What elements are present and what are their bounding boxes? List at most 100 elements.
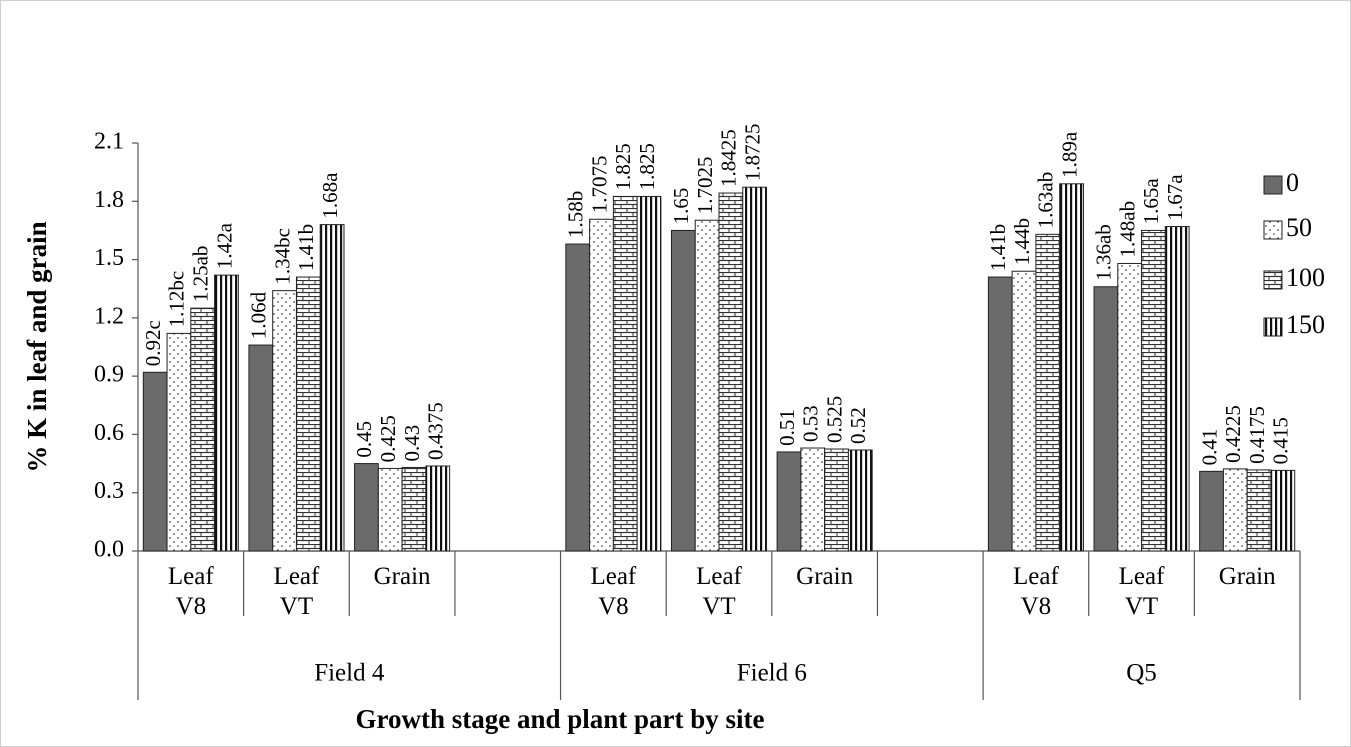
y-tick-label: 0.9 [94,362,124,388]
bar [1117,262,1143,552]
data-label: 0.4175 [1245,406,1269,464]
bar [248,344,274,552]
data-label: 1.44b [1010,218,1034,265]
group-label: Field 6 [737,660,807,687]
legend-swatch [1263,220,1283,240]
bar [166,332,192,552]
bar [776,451,802,552]
data-label: 1.63ab [1034,172,1058,229]
y-tick-label: 1.5 [94,245,124,271]
x-axis-title: Growth stage and plant part by site [355,704,764,734]
bar [1270,469,1296,552]
bar [987,276,1013,552]
y-tick-label: 1.8 [94,187,124,213]
y-tick-label: 0.3 [94,478,124,504]
bar [295,276,321,552]
data-label: 1.65 [669,188,693,225]
group-label: Field 4 [314,660,385,687]
data-label: 1.36ab [1092,224,1116,281]
data-label: 1.7075 [587,156,611,214]
bar [694,219,720,552]
bar [1141,229,1166,552]
bar [319,224,345,552]
bar [1059,183,1084,552]
bar [670,229,696,552]
data-label: 0.51 [775,409,799,446]
data-label: 0.45 [352,421,376,458]
bar [425,465,451,552]
bar [1222,468,1248,552]
data-label: 1.8725 [740,123,764,181]
x-tick-label: Leaf VT [696,563,742,620]
data-label: 1.34bc [270,228,294,285]
bar [214,274,239,552]
bar [636,195,662,552]
y-axis-title: % K in leaf and grain [22,221,52,472]
x-tick-label: Grain [1218,563,1276,590]
data-label: 1.41b [294,224,318,271]
data-label: 1.825 [635,143,659,190]
data-label: 1.12bc [165,271,189,328]
data-label: 1.42a [212,222,236,269]
data-label: 1.8425 [717,129,741,187]
data-label: 1.89a [1057,131,1081,178]
data-label: 1.41b [986,224,1010,271]
bar [1035,233,1061,552]
legend-swatch [1263,270,1283,290]
data-label: 0.425 [376,415,400,462]
data-label: 0.4225 [1221,405,1245,463]
y-tick-label: 0.6 [94,420,124,446]
x-tick-label: Leaf V8 [167,563,214,620]
data-label: 1.68a [318,172,342,219]
data-label: 0.41 [1197,429,1221,466]
bar [1199,470,1224,552]
x-tick-label: Grain [373,563,431,590]
data-label: 0.92c [141,320,165,366]
legend-swatch [1263,317,1283,337]
bar [1093,286,1119,552]
bar [1164,226,1190,552]
bar [272,290,297,552]
bar [847,449,873,552]
legend-swatch [1263,175,1283,195]
x-tick-label: Leaf VT [1118,563,1165,620]
bar [1246,469,1272,552]
bar [142,371,168,552]
data-label: 1.06d [247,291,271,339]
x-tick-label: Leaf V8 [590,563,637,620]
legend-label: 50 [1286,213,1312,242]
y-tick-label: 0.0 [94,537,124,563]
data-label: 0.525 [822,396,846,443]
data-label: 0.415 [1269,417,1293,464]
data-label: 1.67a [1163,174,1187,221]
data-label: 1.58b [564,191,588,238]
data-label: 1.825 [611,143,635,190]
data-label: 1.25ab [189,246,213,303]
data-label: 0.43 [400,425,424,462]
x-tick-label: Leaf V8 [1013,563,1059,620]
x-tick-label: Grain [796,563,854,590]
data-label: 1.48ab [1115,201,1139,258]
bar [354,463,379,552]
y-tick-label: 1.2 [94,303,124,329]
bar [377,467,403,552]
legend-label: 150 [1286,310,1325,339]
data-label: 1.7025 [693,156,717,214]
legend-label: 100 [1286,263,1325,292]
bar [565,243,591,552]
data-label: 0.4375 [424,402,448,460]
bar [824,448,849,552]
x-tick-label: Leaf VT [273,563,320,620]
group-label: Q5 [1126,660,1157,687]
bar [589,218,614,552]
data-label: 1.65a [1139,178,1163,225]
bar [1011,270,1037,552]
y-tick-label: 2.1 [94,129,124,155]
bar [742,186,768,552]
data-label: 0.53 [799,405,823,442]
bar [612,195,638,552]
legend-label: 0 [1286,168,1299,197]
data-label: 0.52 [846,407,870,444]
